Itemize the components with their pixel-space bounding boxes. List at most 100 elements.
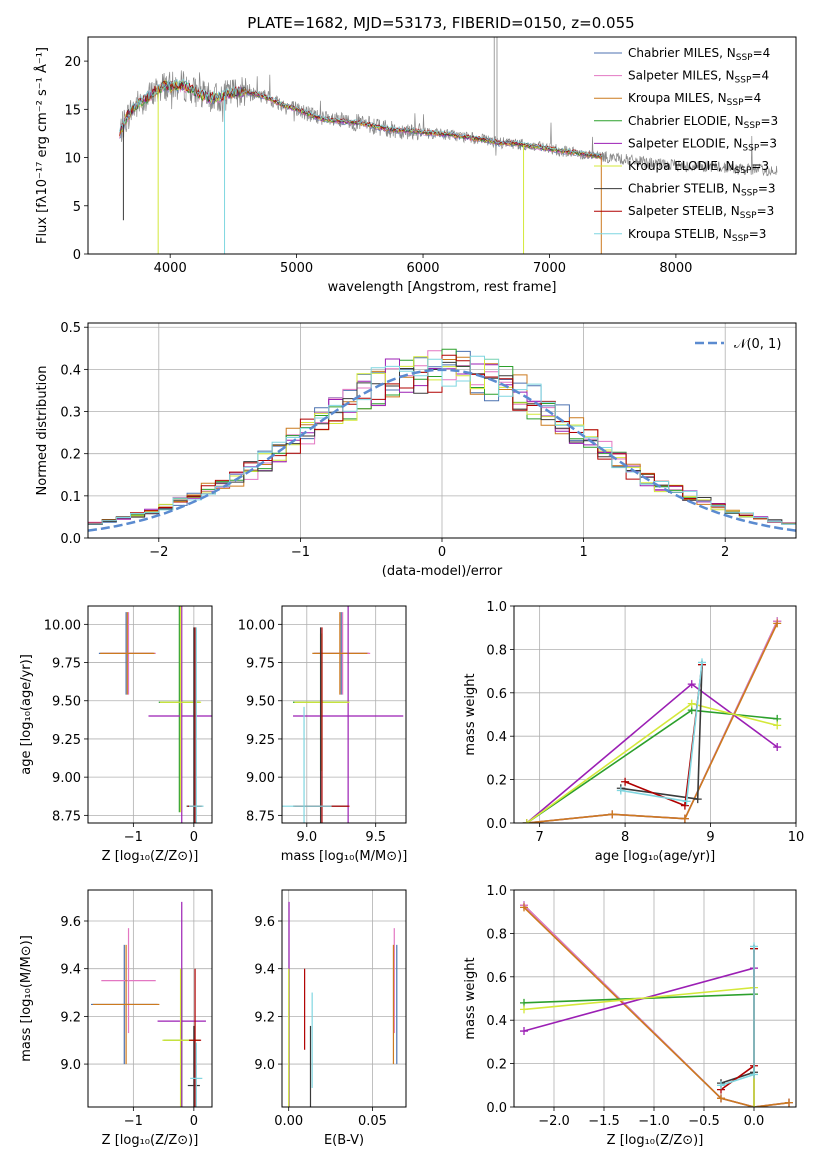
legend-label-subscript: SSP [740,211,757,221]
y-tick-label: 9.00 [246,771,275,786]
mass-weight-line [523,906,790,1107]
y-tick-label: 0.3 [60,406,81,421]
axes-frame [281,605,407,824]
y-tick-label: 5 [73,200,81,215]
x-tick-label: −1 [124,830,143,845]
mass-weight-marker [616,786,625,795]
x-tick-label: 8 [621,830,629,845]
y-tick-label: 0.5 [60,321,81,336]
y-axis-label: mass [log₁₀(M/M⊙)] [19,935,34,1062]
y-tick-label: 9.00 [52,771,81,786]
legend-label-tail: =3 [758,182,776,196]
y-tick-label: 0.4 [486,1014,507,1029]
mass-weight-line [720,946,755,1087]
legend-label-tail: =4 [744,91,762,105]
mass-weight-marker [520,903,528,912]
y-tick-label: 8.75 [52,809,81,824]
mass-weight-marker [621,777,630,786]
legend-label: Salpeter ELODIE, NSSP=3 [628,136,777,153]
legend-label: Kroupa MILES, NSSP=4 [628,91,761,108]
y-tick-label: 0.2 [486,774,507,789]
x-tick-label: 0 [190,830,198,845]
x-tick-label: −1.0 [638,1114,670,1129]
x-axis-label: E(B-V) [324,1133,364,1148]
model-fit-line [119,78,603,157]
y-tick-label: 9.2 [60,1010,81,1025]
histogram-plot-area [88,348,796,532]
x-tick-label: 9.5 [365,830,386,845]
mass-weight-marker [608,810,617,819]
legend-label-tail: =3 [751,159,769,173]
x-axis-label: Z [log₁₀(Z/Z⊙)] [102,849,199,864]
legend-label-tail: =4 [753,46,771,60]
mass-weight-line [523,967,755,1107]
legend-label-text: Kroupa MILES, N [628,91,727,105]
x-tick-label: 9.0 [296,830,317,845]
x-tick-label: 5000 [280,261,313,276]
mass-weight-marker [522,819,531,823]
mass-vs-metallicity-panel: −1 0 9.0 9.2 9.4 9.6 Z [log₁₀(Z/Z⊙)] mass [log₁… [19,889,213,1148]
y-tick-label: 0.1 [60,490,81,505]
y-tick-label: 9.50 [246,695,275,710]
x-tick-label: 0.00 [274,1114,303,1129]
observed-spectrum-line [119,70,778,177]
x-tick-label: 8000 [659,261,692,276]
x-tick-label: −1 [124,1114,143,1129]
y-tick-label: 9.4 [60,963,81,978]
x-tick-label: 0 [438,545,446,560]
mass-weight-marker [750,1103,758,1107]
y-tick-label: 20 [64,55,81,70]
figure-title: PLATE=1682, MJD=53173, FIBERID=0150, z=0… [247,14,634,32]
x-tick-label: 9 [706,830,714,845]
errorbar-plot-area [288,901,398,1107]
x-tick-label: 10 [788,830,805,845]
x-axis-label: wavelength [Angstrom, rest frame] [328,280,557,295]
y-tick-label: 9.25 [52,733,81,748]
legend-label-subscript: SSP [736,53,753,63]
x-tick-label: −1.5 [588,1114,620,1129]
mass-weight-marker [680,801,689,810]
legend-label-text: Kroupa ELODIE, N [628,159,735,173]
legend-label-subscript: SSP [741,189,758,199]
y-tick-label: 9.0 [254,1058,275,1073]
x-axis-label: Z [log₁₀(Z/Z⊙)] [102,1133,199,1148]
legend-label: Chabrier MILES, NSSP=4 [628,46,770,63]
y-tick-label: 1.0 [486,600,507,615]
mass-weight-line [526,623,778,823]
legend-label-tail: =4 [751,69,769,83]
legend-label: 𝒩(0, 1) [734,337,781,352]
y-tick-label: 10.00 [44,618,81,633]
x-tick-label: 2 [721,545,729,560]
legend-label: Salpeter MILES, NSSP=4 [628,69,769,86]
y-tick-label: 0.8 [486,927,507,942]
legend-label-subscript: SSP [732,234,749,244]
legend-label-text: Salpeter ELODIE, N [628,136,742,150]
legend-label-tail: =3 [757,204,775,218]
axes-frame [281,889,407,1108]
legend-label-text: Salpeter STELIB, N [628,204,740,218]
legend-label-text: Chabrier STELIB, N [628,182,741,196]
mass-weight-marker [680,814,689,823]
legend-label-tail: =3 [759,136,777,150]
age-vs-mass-panel: 9.0 9.5 8.75 9.00 9.25 9.50 9.75 10.00 mass [log… [238,605,407,864]
y-tick-label: 0.6 [486,971,507,986]
mass-weight-marker [682,797,691,806]
x-tick-label: −2.0 [538,1114,570,1129]
y-tick-label: 10 [64,152,81,167]
mass-weight-vs-metallicity-panel: −2.0 −1.5 −1.0 −0.5 0.0 0.0 0.2 0.4 0.6 0.8 1.0 Z [… [463,884,797,1148]
y-tick-label: 9.6 [60,915,81,930]
y-tick-label: 0.2 [60,448,81,463]
y-tick-label: 0 [73,248,81,263]
legend-label-subscript: SSP [744,121,761,131]
axes-frame [87,36,797,255]
y-tick-label: 10.00 [238,618,275,633]
legend-label-subscript: SSP [742,143,759,153]
legend-label-text: Chabrier MILES, N [628,46,736,60]
axes-frame [513,889,797,1108]
x-tick-label: 4000 [154,261,187,276]
legend-label: Chabrier STELIB, NSSP=3 [628,182,776,199]
y-tick-label: 9.25 [246,733,275,748]
axes-frame [87,889,213,1108]
legend-label-subscript: SSP [727,98,744,108]
y-tick-label: 0.0 [60,532,81,547]
